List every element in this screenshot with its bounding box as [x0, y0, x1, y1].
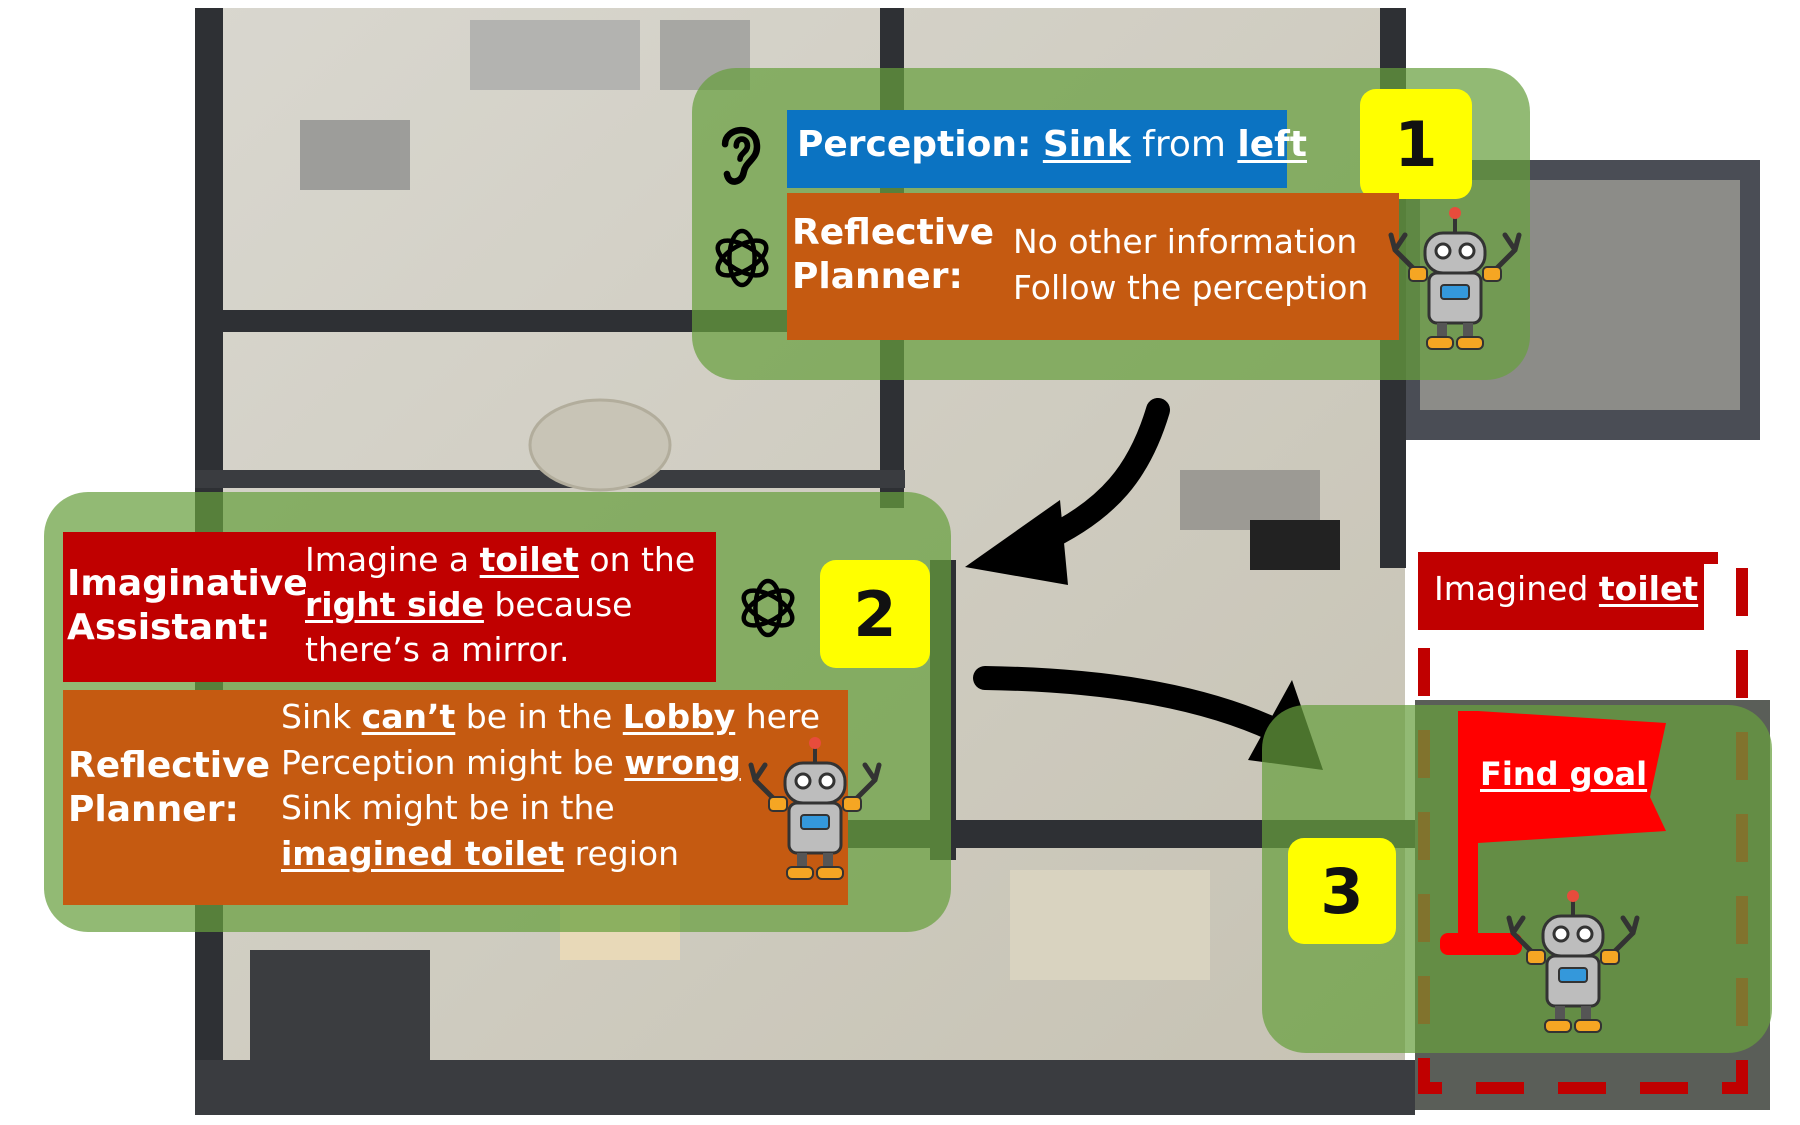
planner-label-line2: Planner: — [792, 255, 963, 297]
robot-icon — [1388, 207, 1522, 350]
reflective-planner-2-box: Reflective Planner: Sink can’t be in the… — [63, 690, 848, 905]
goal-flag-icon — [1440, 711, 1666, 955]
step-badge-3: 3 — [1288, 838, 1396, 944]
find-goal-label: Find goal — [1480, 755, 1648, 793]
assistant-line3: there’s a mirror. — [305, 629, 570, 669]
planner1-line1: No other information — [1013, 222, 1358, 261]
imaginative-assistant-box: Imaginative Assistant: Imagine a toilet … — [63, 532, 716, 682]
planner2-line3: Sink might be in the — [281, 788, 615, 828]
assistant-label-line2: Assistant: — [67, 606, 271, 648]
arrow-icon — [973, 666, 1287, 742]
assistant-line1: Imagine a toilet on the — [305, 540, 696, 579]
perception-box: Perception: Sink from left — [787, 110, 1307, 188]
openai-logo-icon — [741, 578, 795, 638]
planner2-line2: Perception might be wrong — [281, 742, 741, 782]
imagined-toilet-label: Imagined toilet — [1418, 552, 1704, 630]
robot-icon — [748, 737, 882, 880]
assistant-line2: right side because — [305, 584, 633, 624]
reflective-planner-1-box: Reflective Planner: No other information… — [787, 193, 1399, 340]
openai-logo-icon — [715, 228, 769, 288]
step-badge-2: 2 — [820, 560, 930, 668]
planner2-label-line1: Reflective — [68, 745, 271, 786]
robot-icon — [1506, 890, 1640, 1033]
arrow-icon — [1028, 398, 1170, 554]
planner-label-line1: Reflective — [792, 212, 995, 253]
perception-from: from — [1142, 124, 1226, 165]
planner1-line2: Follow the perception — [1013, 267, 1369, 307]
perception-direction: left — [1237, 124, 1308, 165]
planner2-line4: imagined toilet region — [281, 833, 679, 873]
step-badge-1: 1 — [1360, 89, 1472, 199]
ear-icon — [721, 126, 761, 185]
perception-object: Sink — [1042, 124, 1131, 165]
planner2-label-line2: Planner: — [68, 788, 239, 830]
arrow-head-icon — [965, 500, 1068, 585]
assistant-label-line1: Imaginative — [67, 563, 308, 604]
perception-label: Perception: — [797, 124, 1032, 165]
planner2-line1: Sink can’t be in the Lobby here — [281, 697, 821, 736]
